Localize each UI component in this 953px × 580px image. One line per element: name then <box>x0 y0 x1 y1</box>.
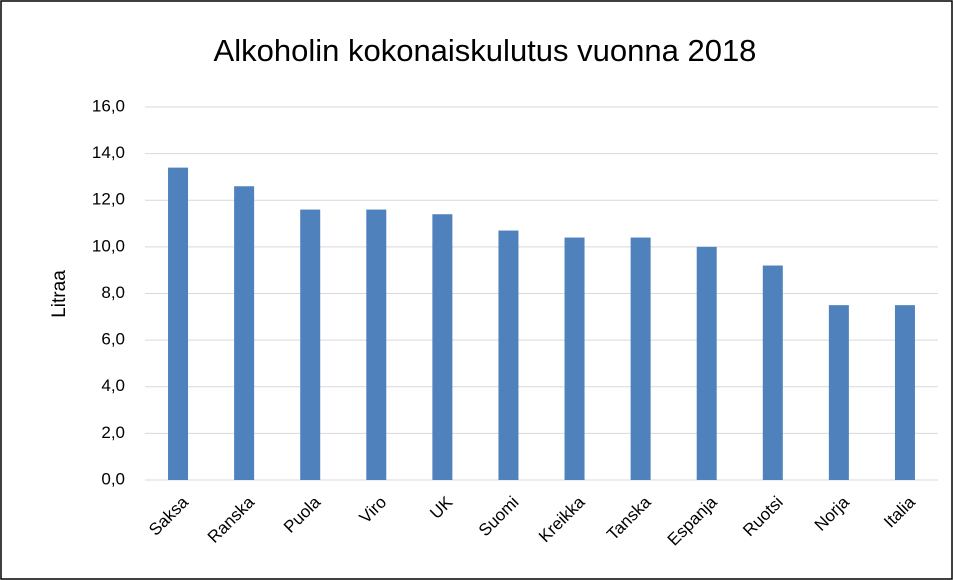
bar <box>564 237 585 480</box>
bar <box>498 230 519 480</box>
y-tick-label: 10,0 <box>92 236 125 255</box>
bar <box>762 265 783 480</box>
y-tick-label: 16,0 <box>92 96 125 115</box>
y-tick-label: 8,0 <box>101 283 125 302</box>
bar <box>366 209 387 480</box>
y-tick-label: 4,0 <box>101 376 125 395</box>
bar <box>234 186 255 480</box>
bar <box>168 167 189 481</box>
y-axis-label: Litraa <box>49 270 70 318</box>
chart-title: Alkoholin kokonaiskulutus vuonna 2018 <box>214 33 757 68</box>
bar <box>432 214 453 481</box>
bar <box>630 237 651 480</box>
y-tick-label: 2,0 <box>101 423 125 442</box>
y-tick-label: 0,0 <box>101 469 125 488</box>
y-tick-label: 12,0 <box>92 190 125 209</box>
bar <box>894 305 915 480</box>
bar <box>828 305 849 480</box>
y-tick-label: 6,0 <box>101 330 125 349</box>
bar <box>300 209 321 480</box>
y-tick-label: 14,0 <box>92 143 125 162</box>
bar <box>696 246 717 480</box>
